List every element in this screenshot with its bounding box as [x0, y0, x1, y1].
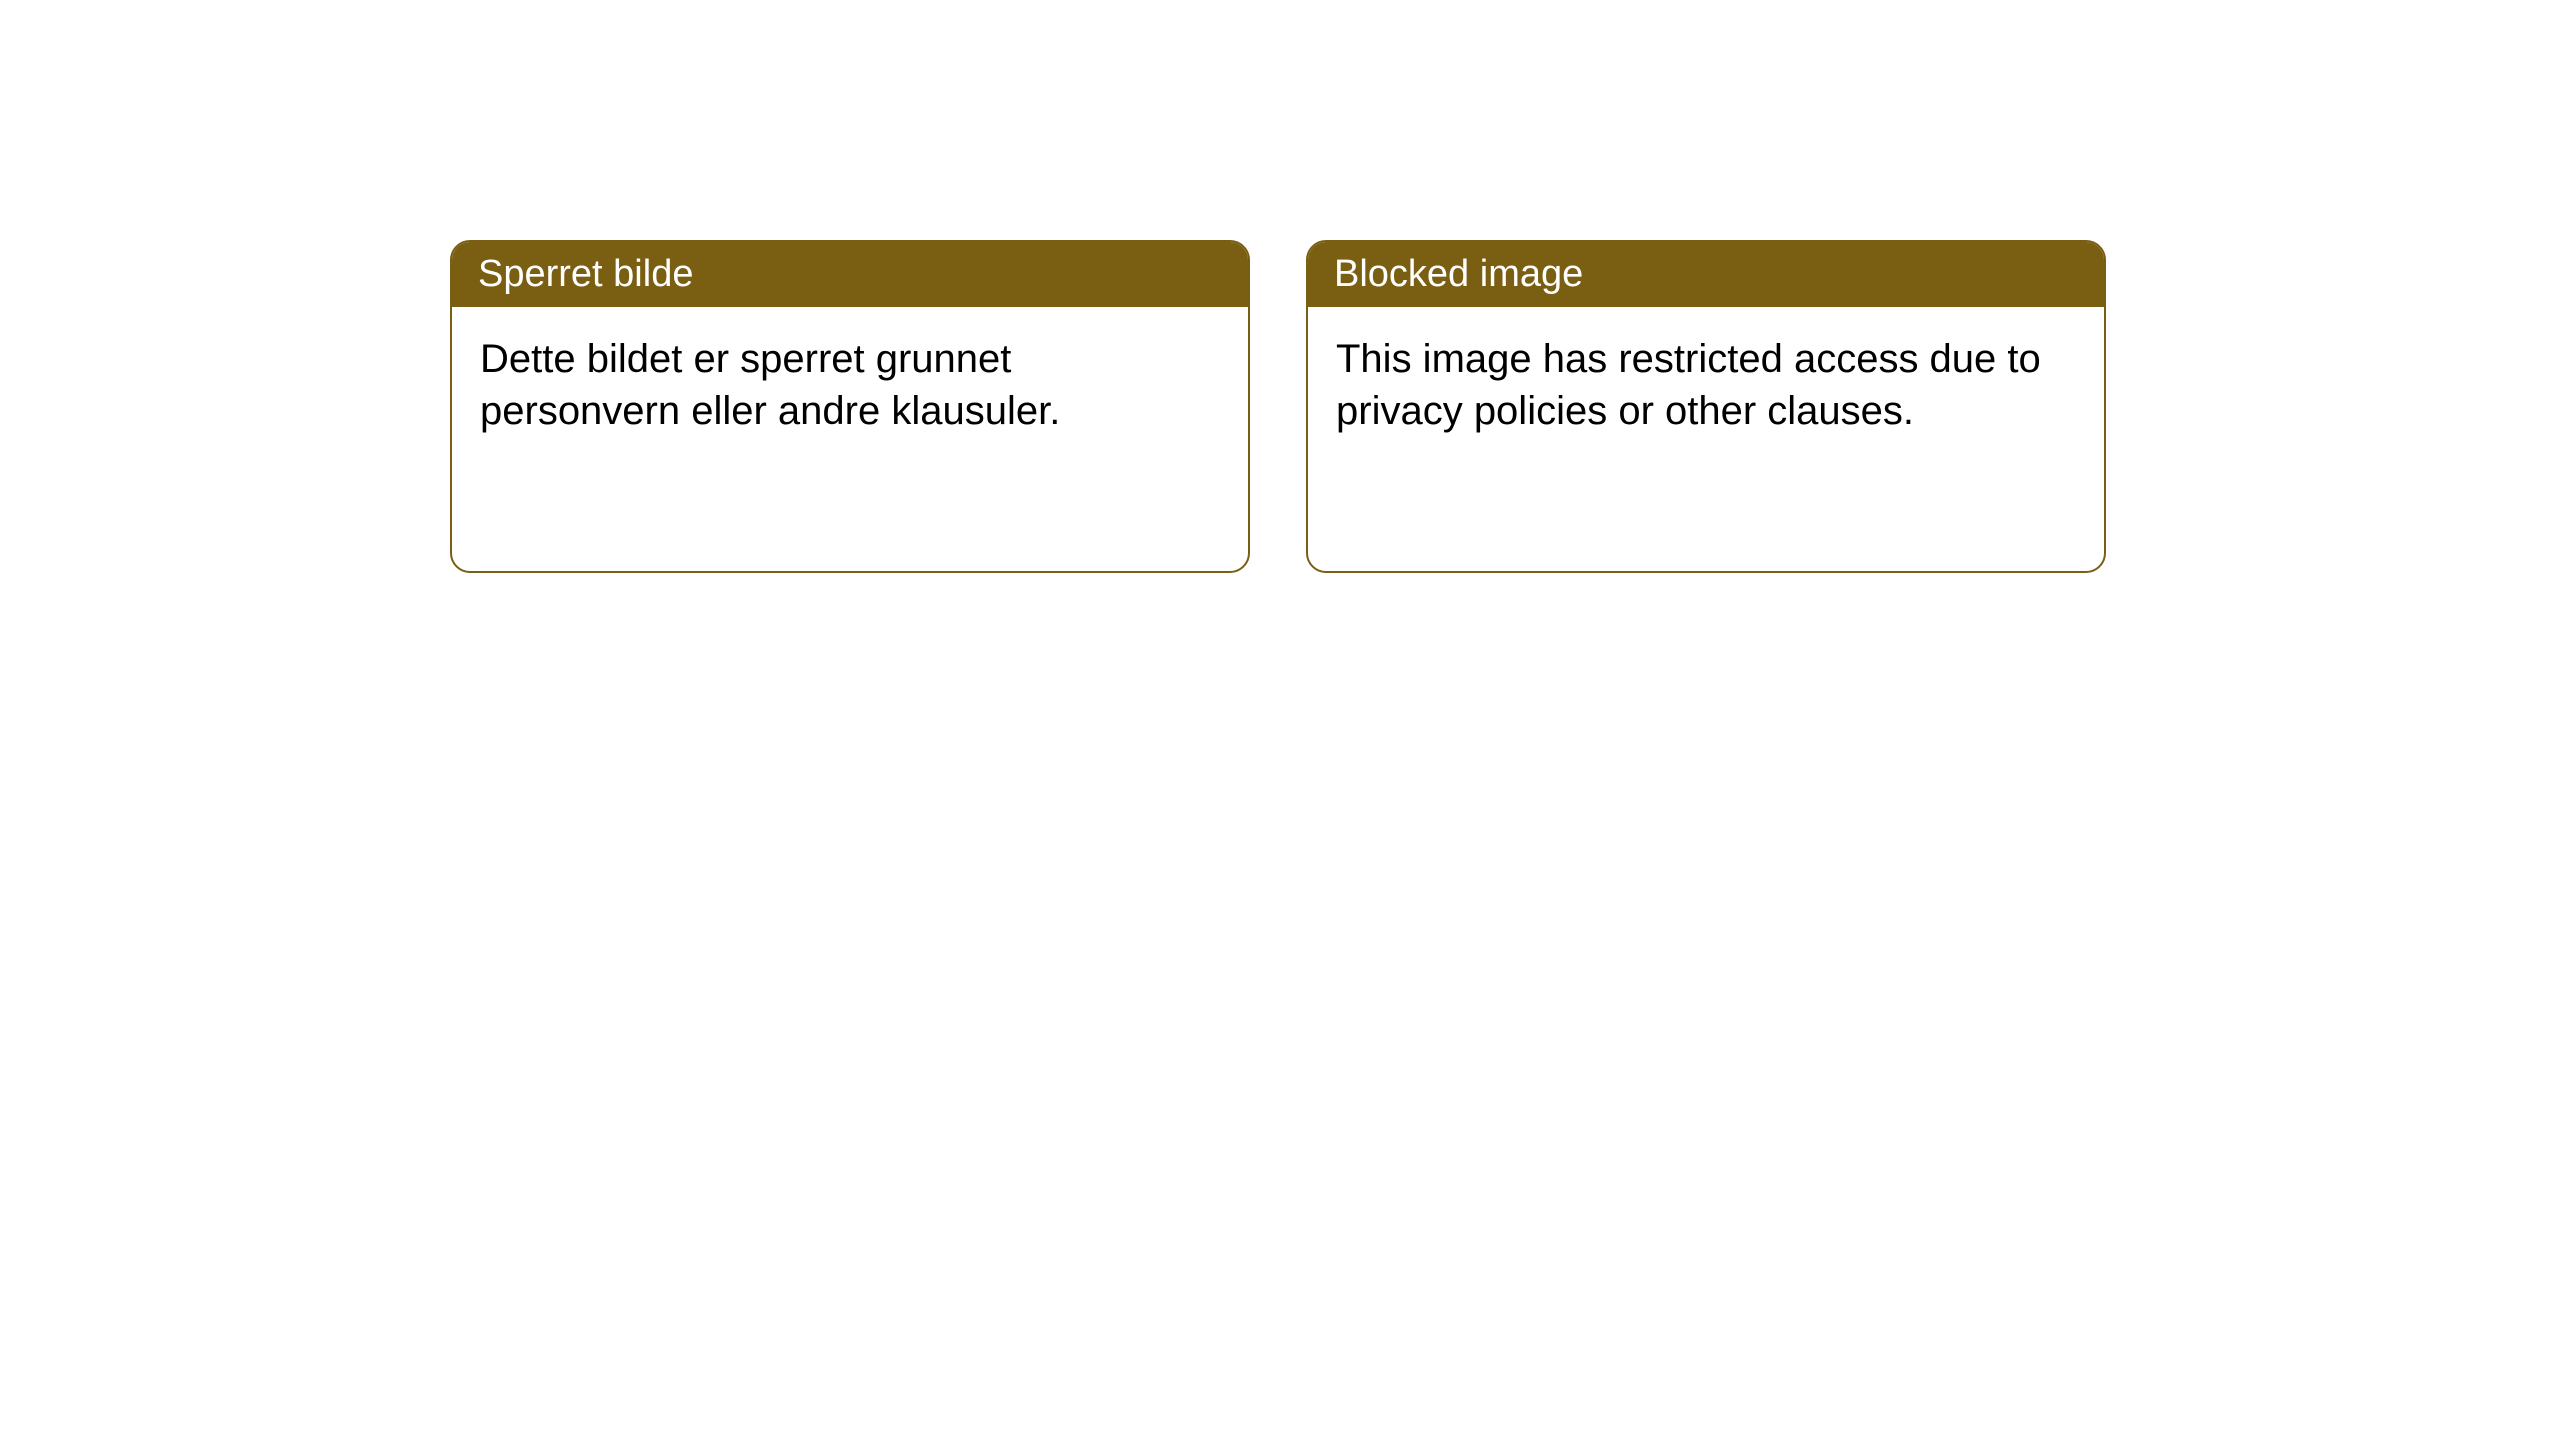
card-body-no: Dette bildet er sperret grunnet personve…	[452, 307, 1248, 463]
blocked-image-card-en: Blocked image This image has restricted …	[1306, 240, 2106, 573]
card-title-no: Sperret bilde	[478, 253, 693, 295]
cards-container: Sperret bilde Dette bildet er sperret gr…	[0, 0, 2560, 573]
card-text-en: This image has restricted access due to …	[1336, 337, 2041, 433]
card-text-no: Dette bildet er sperret grunnet personve…	[480, 337, 1060, 433]
card-header-no: Sperret bilde	[452, 242, 1248, 307]
card-title-en: Blocked image	[1334, 253, 1583, 295]
card-body-en: This image has restricted access due to …	[1308, 307, 2104, 463]
blocked-image-card-no: Sperret bilde Dette bildet er sperret gr…	[450, 240, 1250, 573]
card-header-en: Blocked image	[1308, 242, 2104, 307]
